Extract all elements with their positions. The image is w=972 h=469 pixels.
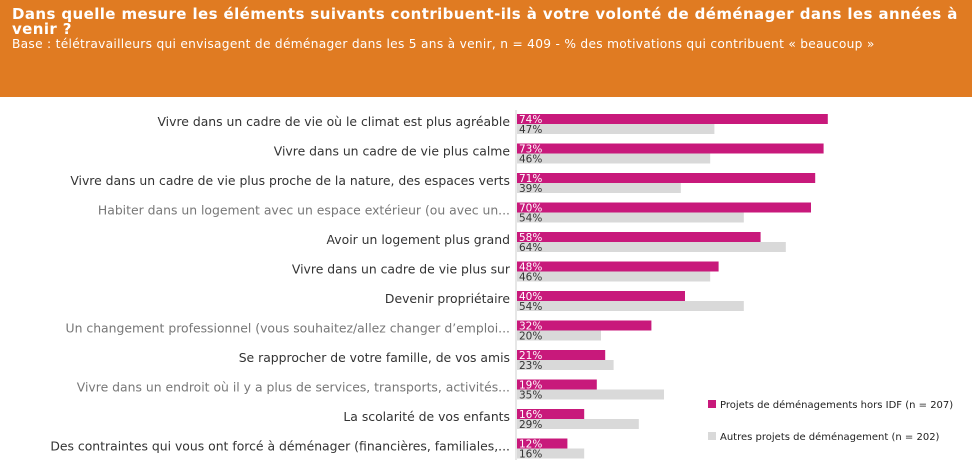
category-label: Vivre dans un cadre de vie plus proche d… — [70, 173, 510, 188]
bar-series-2 — [517, 330, 601, 341]
bar-series-2 — [517, 124, 715, 134]
legend-swatch-series-2 — [708, 432, 716, 440]
bar-series-1 — [517, 261, 719, 272]
data-label-series-2: 29% — [519, 419, 542, 431]
bar-series-2 — [517, 448, 585, 459]
bar-series-1 — [517, 409, 585, 419]
bar-series-1 — [517, 232, 761, 242]
category-label: Vivre dans un cadre de vie plus sur — [292, 262, 511, 277]
bar-series-1 — [517, 202, 811, 213]
data-label-series-1: 32% — [519, 321, 542, 333]
category-label: Se rapprocher de votre famille, de vos a… — [239, 350, 510, 365]
bar-series-2 — [517, 183, 681, 193]
bar-series-1 — [517, 438, 568, 449]
data-label-series-2: 35% — [519, 390, 542, 402]
legend-swatch-series-1 — [708, 400, 716, 408]
bar-chart: Vivre dans un cadre de vie où le climat … — [50, 110, 953, 461]
data-label-series-2: 16% — [519, 449, 542, 461]
bar-series-2 — [517, 301, 744, 311]
bar-series-1 — [517, 143, 824, 154]
data-label-series-2: 54% — [519, 301, 542, 313]
category-label: Des contraintes qui vous ont forcé à dém… — [50, 439, 510, 454]
category-label: La scolarité de vos enfants — [343, 409, 510, 424]
data-label-series-1: 58% — [519, 232, 542, 244]
data-label-series-2: 47% — [519, 124, 542, 136]
category-label: Vivre dans un endroit où il y a plus de … — [77, 380, 510, 395]
bar-series-1 — [517, 320, 652, 331]
bar-series-1 — [517, 173, 816, 183]
chart-subtitle: Base : télétravailleurs qui envisagent d… — [12, 37, 875, 51]
category-label: Un changement professionnel (vous souhai… — [66, 321, 510, 336]
chart-title: Dans quelle mesure les éléments suivants… — [12, 5, 958, 38]
category-label: Habiter dans un logement avec un espace … — [98, 203, 510, 218]
category-label: Vivre dans un cadre de vie plus calme — [274, 144, 510, 159]
bar-series-2 — [517, 212, 744, 223]
data-label-series-1: 19% — [519, 380, 542, 392]
bar-series-2 — [517, 242, 786, 252]
data-label-series-2: 23% — [519, 360, 542, 372]
bar-series-1 — [517, 379, 597, 390]
data-label-series-1: 70% — [519, 203, 542, 215]
category-label: Avoir un logement plus grand — [327, 232, 510, 247]
data-label-series-2: 54% — [519, 213, 542, 225]
bar-series-1 — [517, 350, 606, 360]
category-label: Vivre dans un cadre de vie où le climat … — [157, 114, 510, 129]
category-label: Devenir propriétaire — [385, 291, 510, 306]
header-banner: Dans quelle mesure les éléments suivants… — [0, 0, 972, 97]
data-label-series-1: 12% — [519, 439, 542, 451]
data-label-series-1: 74% — [519, 114, 542, 126]
data-label-series-1: 21% — [519, 350, 542, 362]
data-label-series-2: 64% — [519, 242, 542, 254]
data-label-series-1: 73% — [519, 144, 542, 156]
data-label-series-2: 20% — [519, 331, 542, 343]
bar-series-2 — [517, 419, 639, 429]
data-label-series-1: 71% — [519, 173, 542, 185]
bar-series-2 — [517, 271, 711, 282]
bar-series-2 — [517, 360, 614, 370]
bar-series-1 — [517, 291, 685, 301]
data-label-series-1: 40% — [519, 291, 542, 303]
legend-label-series-2: Autres projets de déménagement (n = 202) — [720, 431, 940, 443]
data-label-series-2: 46% — [519, 272, 542, 284]
data-label-series-2: 46% — [519, 154, 542, 166]
data-label-series-1: 16% — [519, 409, 542, 421]
bar-series-2 — [517, 389, 664, 400]
data-label-series-2: 39% — [519, 183, 542, 195]
legend-label-series-1: Projets de déménagements hors IDF (n = 2… — [720, 399, 953, 411]
bar-series-1 — [517, 114, 828, 124]
bar-series-2 — [517, 153, 711, 164]
data-label-series-1: 48% — [519, 262, 542, 274]
